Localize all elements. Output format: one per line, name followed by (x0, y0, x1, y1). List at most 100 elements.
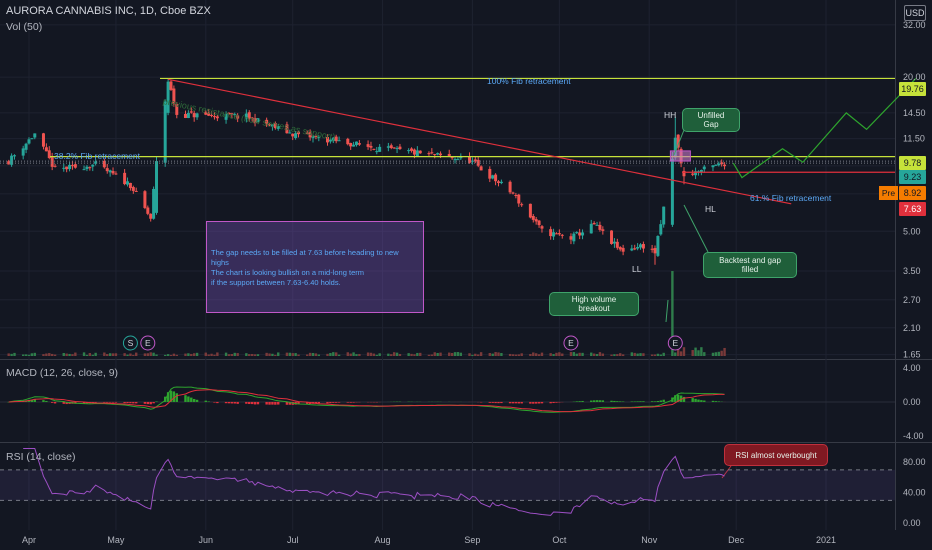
volume-bar (674, 352, 677, 356)
macd-histogram-bar (253, 401, 257, 405)
volume-bar (314, 353, 318, 356)
candle-body (621, 247, 625, 252)
macd-histogram-bar (549, 401, 552, 404)
price-tag-support: 7.63 (899, 202, 926, 216)
volume-bar (590, 352, 593, 356)
macd-histogram-bar (610, 400, 613, 402)
high-volume-callout: High volume breakout (549, 292, 639, 316)
macd-histogram-bar (578, 401, 581, 402)
macd-histogram-bar (592, 400, 596, 402)
macd-histogram-bar (129, 401, 132, 404)
macd-histogram-bar (650, 401, 654, 402)
macd-histogram-bar (682, 396, 686, 402)
candle-body (73, 164, 77, 168)
volume-bar (433, 352, 436, 356)
macd-tick-label: 4.00 (903, 363, 921, 373)
candle-body (488, 168, 492, 179)
price-tag-fib38: 9.78 (899, 156, 926, 170)
macd-histogram-bar (532, 401, 535, 404)
volume-bar (88, 353, 92, 356)
volume-bar (520, 353, 523, 356)
volume-label: Vol (50) (6, 21, 43, 33)
macd-histogram-bar (256, 401, 260, 405)
macd-histogram-bar (601, 400, 605, 402)
volume-bar (529, 353, 532, 356)
volume-bar (332, 352, 335, 356)
volume-bar (166, 354, 170, 356)
volume-bar (349, 353, 352, 356)
macd-histogram-bar (277, 401, 280, 405)
candle-body (578, 232, 582, 236)
candle-body (12, 155, 16, 157)
volume-bar (366, 352, 370, 356)
volume-bar (387, 353, 390, 356)
volume-bar (549, 353, 552, 356)
volume-bar (65, 353, 68, 356)
candle-body (439, 153, 443, 156)
candle-body (47, 150, 51, 159)
candle-body (592, 222, 596, 225)
volume-bar (592, 353, 596, 356)
volume-bar (555, 352, 558, 356)
macd-histogram-bar (694, 398, 697, 402)
candle-body (102, 160, 106, 168)
candle-body (244, 113, 248, 119)
volume-bar (245, 353, 248, 356)
rsi-line (23, 448, 725, 516)
macd-histogram-bar (245, 401, 248, 404)
candle-body (473, 159, 477, 162)
candle-body (650, 248, 654, 250)
candle-body (314, 135, 318, 137)
candle-body (682, 170, 686, 177)
hh-label: HH (664, 110, 677, 120)
candle-body (615, 241, 619, 248)
macd-histogram-bar (7, 401, 10, 403)
volume-bar (642, 353, 645, 356)
macd-histogram-bar (143, 401, 147, 404)
candle-body (453, 159, 457, 161)
candle-body (131, 187, 135, 191)
macd-histogram-bar (334, 401, 338, 403)
volume-bar (511, 354, 515, 356)
volume-bar (82, 352, 86, 356)
volume-bar (610, 354, 613, 356)
volume-bar (50, 353, 54, 356)
candle-body (24, 143, 28, 150)
volume-bar (468, 353, 471, 356)
candle-body (331, 137, 335, 141)
volume-bar (459, 352, 463, 356)
analysis-note: The gap needs to be filled at 7.63 befor… (206, 221, 424, 313)
currency-button[interactable]: USD (904, 5, 926, 21)
volume-bar (358, 353, 361, 356)
volume-bar (581, 352, 584, 356)
backtest-callout: Backtest and gap filled (703, 252, 797, 278)
macd-histogram-bar (534, 401, 538, 404)
volume-bar (216, 352, 219, 356)
candle-body (352, 144, 356, 147)
callout-pointer (665, 299, 669, 323)
volume-bar (613, 354, 616, 356)
volume-bar (48, 353, 51, 356)
volume-bar (62, 352, 65, 356)
hl-label: HL (705, 204, 716, 214)
candle-body (108, 170, 112, 173)
candle-body (436, 153, 440, 155)
macd-histogram-bar (613, 400, 616, 402)
candle-body (186, 112, 190, 119)
macd-histogram-bar (248, 401, 251, 405)
macd-histogram-bar (265, 401, 268, 405)
macd-histogram-bar (497, 401, 500, 404)
x-tick-label: 2021 (816, 535, 836, 545)
macd-histogram-bar (653, 401, 657, 402)
candle-body (62, 167, 66, 169)
volume-bar (474, 353, 477, 356)
macd-histogram-bar (271, 401, 274, 405)
volume-bar (10, 353, 13, 356)
macd-histogram-bar (45, 400, 48, 402)
macd-histogram-bar (517, 401, 520, 404)
fib61-label: 61.% Fib retracement (750, 193, 832, 203)
candle-body (447, 153, 451, 157)
y-tick-label: 11.50 (903, 134, 925, 144)
candle-body (291, 133, 295, 137)
